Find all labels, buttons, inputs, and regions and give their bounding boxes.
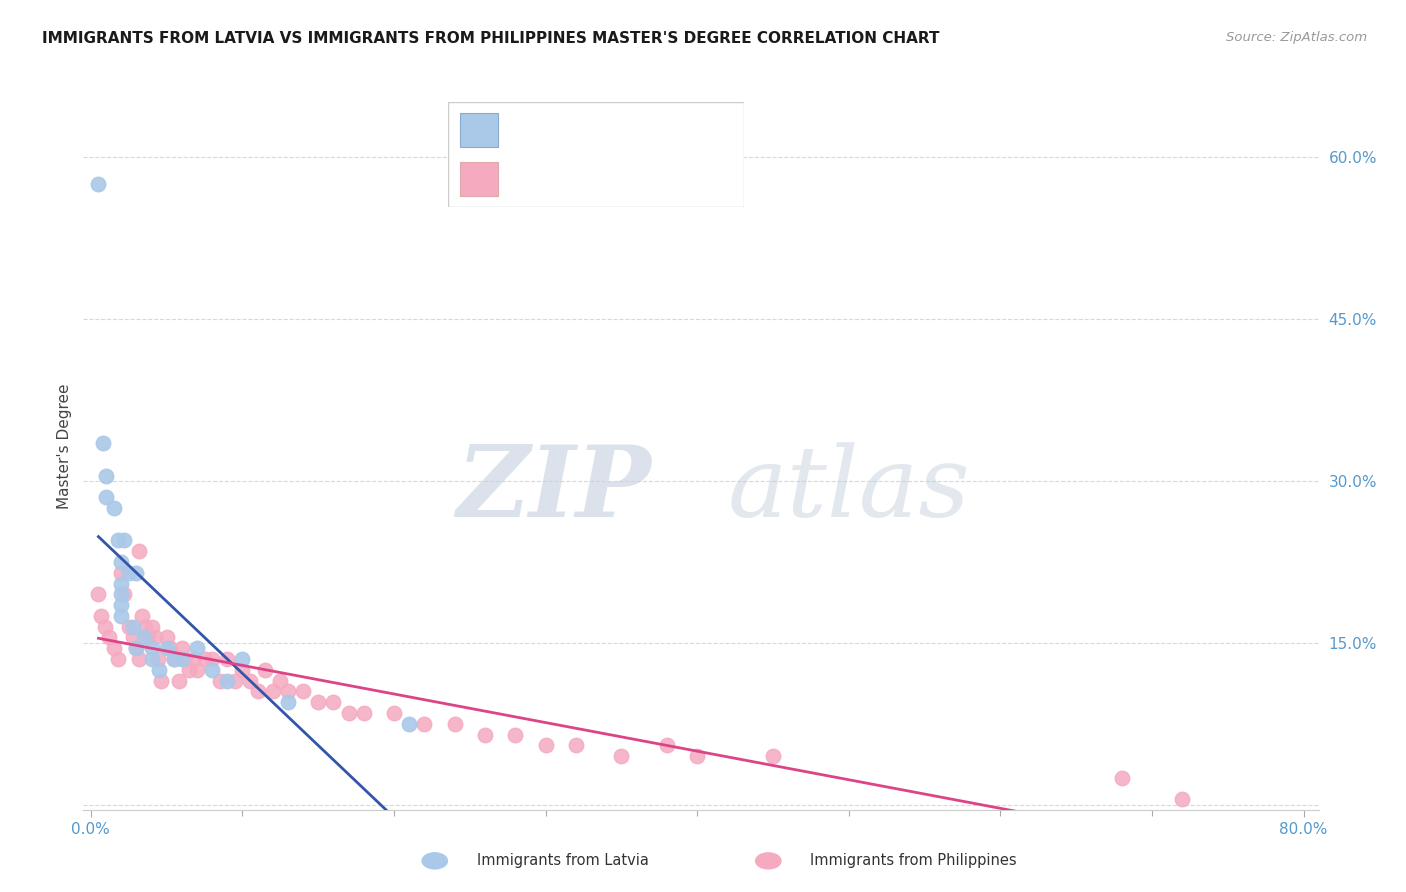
Point <box>149 673 172 688</box>
Point <box>231 652 253 666</box>
Point <box>93 620 115 634</box>
Point <box>322 695 344 709</box>
Point <box>87 587 110 601</box>
Point <box>94 490 117 504</box>
Point <box>141 641 163 656</box>
Point <box>143 631 166 645</box>
Point <box>110 576 132 591</box>
Point <box>254 663 277 677</box>
Point <box>112 587 135 601</box>
Point <box>122 631 145 645</box>
Point <box>98 631 121 645</box>
Point <box>118 566 141 580</box>
Point <box>110 587 132 601</box>
Point <box>262 684 284 698</box>
Point <box>163 652 186 666</box>
Point <box>443 716 465 731</box>
Point <box>131 608 153 623</box>
Point <box>224 673 246 688</box>
Point <box>170 641 193 656</box>
Point <box>353 706 375 720</box>
Point <box>132 631 155 645</box>
Point <box>474 727 496 741</box>
Point <box>167 673 190 688</box>
Point <box>413 716 436 731</box>
Point <box>122 620 145 634</box>
Point <box>103 641 125 656</box>
Point <box>87 178 110 192</box>
Point <box>610 749 633 764</box>
Text: Source: ZipAtlas.com: Source: ZipAtlas.com <box>1226 31 1367 45</box>
Point <box>239 673 262 688</box>
Point <box>141 620 163 634</box>
Point <box>173 652 195 666</box>
Point <box>148 663 170 677</box>
Point <box>398 716 420 731</box>
Point <box>159 641 181 656</box>
Point <box>307 695 329 709</box>
Point <box>217 673 239 688</box>
Point <box>292 684 315 698</box>
Text: IMMIGRANTS FROM LATVIA VS IMMIGRANTS FROM PHILIPPINES MASTER'S DEGREE CORRELATIO: IMMIGRANTS FROM LATVIA VS IMMIGRANTS FRO… <box>42 31 939 46</box>
Point <box>112 533 135 548</box>
Point <box>231 663 253 677</box>
Y-axis label: Master's Degree: Master's Degree <box>58 384 72 508</box>
Point <box>762 749 785 764</box>
Point <box>1171 792 1194 806</box>
Point <box>110 608 132 623</box>
Point <box>208 673 231 688</box>
Point <box>505 727 527 741</box>
Point <box>183 652 205 666</box>
Point <box>163 652 186 666</box>
Point <box>277 684 299 698</box>
Point <box>1111 771 1133 785</box>
Point <box>269 673 291 688</box>
Point <box>217 652 239 666</box>
Point <box>125 641 148 656</box>
Point <box>337 706 360 720</box>
Point <box>382 706 405 720</box>
Point <box>201 663 224 677</box>
Point <box>193 652 215 666</box>
Point <box>146 652 169 666</box>
Point <box>134 620 156 634</box>
Point <box>91 436 114 450</box>
Point <box>138 631 160 645</box>
Text: ZIP: ZIP <box>457 442 651 538</box>
Point <box>186 663 208 677</box>
Point <box>565 739 588 753</box>
Text: Immigrants from Philippines: Immigrants from Philippines <box>810 854 1017 868</box>
Point <box>107 652 129 666</box>
Point <box>90 608 112 623</box>
Point <box>118 620 141 634</box>
Point <box>170 652 193 666</box>
Point <box>141 652 163 666</box>
Point <box>201 652 224 666</box>
Point <box>686 749 709 764</box>
Text: atlas: atlas <box>728 442 970 537</box>
Point <box>186 641 208 656</box>
Point <box>94 468 117 483</box>
Point <box>277 695 299 709</box>
Point <box>128 544 150 558</box>
Point <box>110 566 132 580</box>
Text: Immigrants from Latvia: Immigrants from Latvia <box>477 854 648 868</box>
Point <box>110 555 132 569</box>
Point <box>103 501 125 516</box>
Point <box>125 641 148 656</box>
Point <box>246 684 269 698</box>
Point <box>128 652 150 666</box>
Point <box>125 566 148 580</box>
Point <box>156 641 179 656</box>
Point <box>655 739 678 753</box>
Point <box>179 663 201 677</box>
Point <box>156 631 179 645</box>
Point <box>110 598 132 612</box>
Point <box>534 739 557 753</box>
Point <box>107 533 129 548</box>
